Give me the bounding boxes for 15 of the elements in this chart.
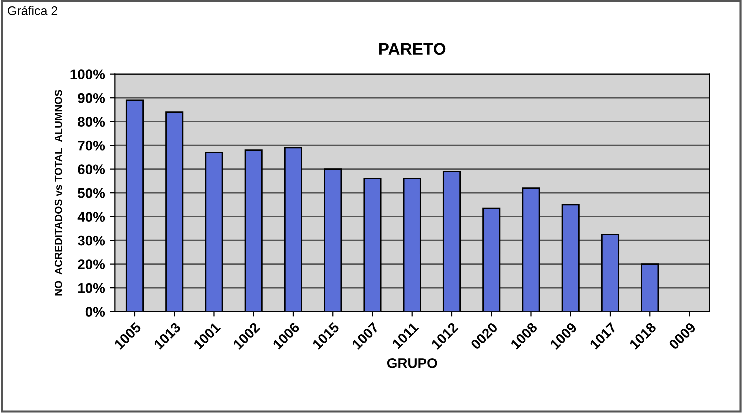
y-tick-label: 90% — [78, 93, 106, 104]
y-tick-label: 50% — [78, 188, 106, 198]
y-tick-label: 70% — [78, 140, 106, 151]
y-tick-label: 0% — [86, 307, 106, 317]
y-tick-label: 80% — [78, 117, 106, 128]
y-tick-label: 30% — [78, 236, 106, 246]
y-tick-label: 60% — [78, 164, 106, 174]
y-tick-label: 20% — [78, 260, 106, 270]
x-axis-title: GRUPO — [387, 358, 438, 368]
y-tick-label: 10% — [78, 283, 106, 294]
chart-title: PARETO — [380, 43, 446, 56]
y-tick-label: 100% — [70, 70, 106, 80]
y-tick-label: 40% — [78, 212, 106, 222]
text: Gráfica 2 — [8, 6, 58, 16]
y-axis-title: NO_ACREDITADOS vs TOTAL_ALUMNOS — [54, 90, 64, 296]
